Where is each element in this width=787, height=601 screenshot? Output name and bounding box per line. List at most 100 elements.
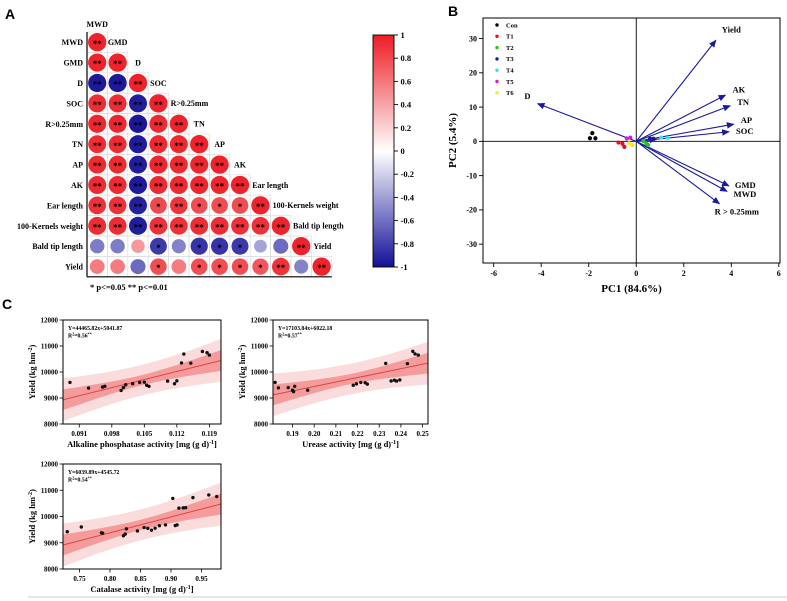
- legend-label: T1: [506, 34, 514, 41]
- significance-stars: **: [134, 202, 144, 212]
- matrix-diagonal-label: R>0.25mm: [171, 99, 209, 108]
- data-point: [123, 532, 127, 536]
- x-tick-label: 0.80: [104, 575, 117, 583]
- correlation-circle: [88, 33, 107, 52]
- matrix-diagonal-label: SOC: [150, 79, 167, 88]
- pca-vector-label: AP: [741, 115, 752, 125]
- data-point: [416, 353, 420, 357]
- significance-stars: **: [154, 141, 164, 151]
- legend-label: T3: [506, 56, 514, 63]
- x-tick-label: -2: [585, 269, 592, 278]
- matrix-row-label: AP: [72, 161, 83, 170]
- matrix-diagonal-label: TN: [194, 120, 205, 129]
- significance-stars: **: [174, 182, 184, 192]
- significance-stars: *: [217, 202, 222, 212]
- x-tick-label: 0.23: [373, 430, 386, 438]
- y-tick-label: 9000: [44, 395, 59, 403]
- y-axis-label: Yield (kg hm-2): [27, 489, 37, 544]
- correlation-circle: [108, 135, 127, 154]
- panel-c-label: C: [2, 296, 12, 312]
- data-point: [292, 384, 297, 388]
- correlation-circle: [88, 155, 107, 174]
- correlation-circle: [149, 114, 168, 133]
- significance-stars: **: [276, 263, 286, 273]
- significance-stars: **: [113, 120, 123, 130]
- significance-stars: **: [113, 59, 123, 69]
- data-point: [215, 494, 219, 499]
- data-point: [405, 361, 410, 366]
- correlation-circle: [252, 258, 269, 275]
- legend-swatch: [495, 91, 499, 95]
- significance-stars: **: [215, 222, 225, 232]
- panel-c2-urease-plot: 0.19 0.20 0.21 0.22 0.23 0.24 0.25 8000 9000 1000…: [237, 317, 429, 450]
- correlation-circle: [89, 259, 105, 274]
- pca-point: [587, 136, 593, 141]
- x-tick-label: 0.24: [395, 430, 408, 438]
- correlation-circle: [88, 114, 107, 133]
- data-point: [207, 493, 211, 497]
- significance-stars: **: [113, 80, 123, 90]
- x-axis-label: PC1 (84.6%): [601, 283, 662, 295]
- legend-label: T2: [506, 45, 514, 52]
- pca-point: [647, 136, 653, 141]
- pca-vector: [635, 94, 727, 142]
- x-tick-label: 0.105: [136, 430, 152, 438]
- pca-point: [665, 135, 670, 141]
- significance-stars: **: [195, 222, 205, 232]
- data-point: [305, 388, 310, 392]
- pca-point: [641, 138, 646, 144]
- panel-b-label: B: [448, 3, 458, 19]
- legend-label: Con: [506, 22, 518, 29]
- significance-stars: **: [236, 222, 246, 232]
- correlation-circle: [128, 216, 148, 235]
- panel-a-label: A: [5, 6, 15, 22]
- data-point: [411, 349, 415, 354]
- legend-label: T4: [506, 68, 514, 75]
- colorbar-tick-label: -0.2: [401, 169, 414, 179]
- regression-line: [273, 362, 428, 396]
- correlation-circle: [128, 94, 148, 113]
- correlation-circle: [210, 155, 229, 174]
- significance-stars: *: [156, 243, 161, 253]
- significance-stars: *: [217, 263, 222, 273]
- significance-stars: **: [134, 100, 144, 110]
- equation-label: Y=6039.89x+4545.72: [68, 470, 119, 476]
- correlation-circle: [108, 53, 127, 72]
- y-axis-label: Yield (kg hm-2): [27, 344, 37, 399]
- significance-stars: *: [238, 243, 243, 253]
- legend-swatch: [495, 45, 499, 50]
- colorbar-tick-label: 0.6: [401, 76, 412, 86]
- correlation-circle: [210, 175, 229, 195]
- significance-stars: **: [93, 202, 103, 212]
- data-point: [121, 385, 126, 390]
- x-tick-label: 0.21: [330, 430, 343, 438]
- r2-label: R2=0.57**: [278, 331, 302, 340]
- pca-point: [659, 135, 664, 140]
- legend-swatch: [495, 34, 499, 38]
- colorbar-tick-label: 0.4: [401, 100, 412, 110]
- x-tick-label: 0.091: [71, 430, 87, 438]
- data-point: [384, 361, 388, 366]
- correlation-circle: [110, 259, 125, 274]
- significance-stars: **: [93, 59, 103, 69]
- x-tick-label: 0.85: [134, 575, 147, 583]
- y-tick-label: 10000: [41, 369, 59, 377]
- data-point: [276, 386, 281, 390]
- data-point: [157, 523, 162, 528]
- significance-stars: **: [113, 141, 123, 151]
- significance-stars: **: [134, 141, 144, 151]
- pca-point: [627, 141, 632, 146]
- x-tick-label: 0.19: [286, 430, 299, 438]
- significance-stars: **: [174, 222, 184, 232]
- x-tick-label: 0.25: [416, 430, 429, 438]
- correlation-circle: [190, 155, 209, 174]
- significance-stars: **: [93, 120, 103, 130]
- correlation-circle: [108, 216, 127, 235]
- data-point: [147, 384, 151, 388]
- pca-vector-label: AK: [732, 85, 745, 95]
- data-point: [175, 523, 179, 527]
- data-point: [177, 506, 181, 510]
- plot-area: [273, 341, 428, 417]
- y-tick-label: 30: [469, 34, 477, 43]
